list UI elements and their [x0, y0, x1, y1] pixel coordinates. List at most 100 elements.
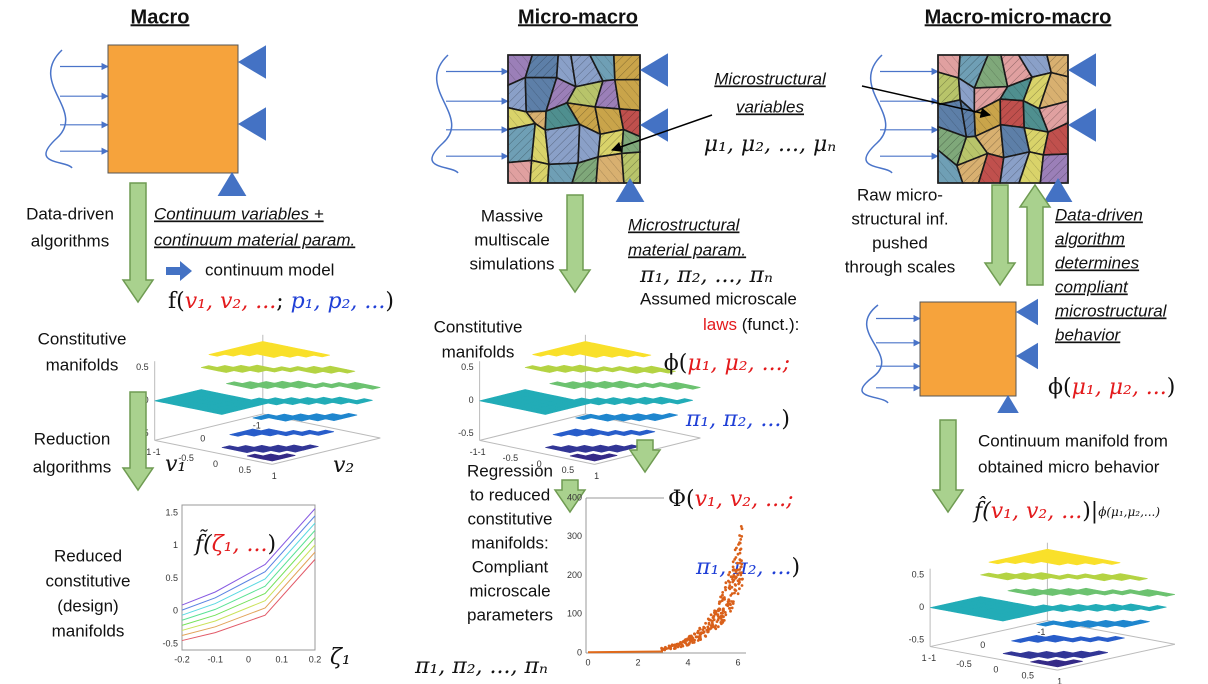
tick-label: -0.5 — [458, 428, 474, 438]
formula-part: μ₁, μ₂, ... — [1072, 375, 1167, 400]
label-line: obtained micro behavior — [978, 457, 1160, 476]
surface-patch — [629, 384, 645, 389]
support-triangle — [1068, 108, 1096, 142]
surface-patch — [1062, 623, 1081, 629]
scatter-dot — [722, 619, 726, 622]
formula-part: Φ( — [668, 487, 695, 512]
curve — [181, 559, 316, 642]
formula: π₁, π₂, ...) — [685, 407, 790, 432]
surface-patch — [635, 353, 652, 358]
scatter-dot — [732, 573, 736, 577]
surface-patch — [572, 368, 589, 373]
surface-patch — [1080, 623, 1099, 628]
column-title: Macro-micro-macro — [925, 6, 1112, 28]
surface-patch — [325, 416, 342, 422]
formula: ϕ(μ₁, μ₂, ...; — [664, 351, 790, 376]
surface-patch — [613, 384, 630, 389]
tick-label: 6 — [735, 657, 740, 667]
surface-patch — [1130, 576, 1148, 581]
formula-part: p₁, p₂, ... — [291, 289, 386, 314]
label-line: manifolds — [52, 621, 125, 640]
surface-patch — [587, 353, 604, 358]
surface-patch — [316, 400, 333, 405]
label-line: structural inf. — [851, 209, 948, 228]
scatter-dot — [727, 573, 730, 577]
surface-patch — [1085, 560, 1103, 566]
tick-label: 1 — [1057, 677, 1062, 684]
scatter-dot — [738, 558, 742, 562]
surface-patch — [537, 410, 553, 415]
tick-label: -0.5 — [178, 453, 194, 463]
tick-label: -1 — [928, 653, 936, 663]
grain-hatch — [612, 54, 641, 81]
surface-patch — [233, 368, 251, 373]
scatter-dot — [738, 551, 742, 555]
surface-patch — [1088, 607, 1106, 612]
axis-line — [479, 439, 595, 465]
surface-patch — [1139, 592, 1158, 597]
scatter-dot — [696, 631, 699, 635]
surface-patch — [604, 368, 621, 373]
axis-line — [930, 646, 1058, 671]
surface-patch — [1097, 623, 1116, 628]
scatter-dot — [733, 591, 736, 595]
scatter-dot — [707, 621, 711, 625]
surface-patch — [1112, 576, 1131, 581]
surface-patch — [310, 431, 327, 436]
surface-patch — [338, 369, 356, 374]
scatter-dot — [717, 602, 721, 605]
macro-body — [919, 301, 1017, 397]
formula: ϕ(μ₁, μ₂, ...) — [1048, 375, 1175, 400]
grain-hatch — [597, 128, 625, 158]
axis-line — [1057, 643, 1176, 671]
scatter-dot — [716, 613, 720, 616]
surface-patch — [998, 576, 1017, 581]
label-line: through scales — [845, 257, 956, 276]
axis-line — [272, 437, 381, 465]
formula-part: ) — [385, 289, 394, 314]
surface-patch — [622, 400, 639, 405]
support-triangle — [1043, 178, 1073, 202]
surface-patch — [1073, 654, 1092, 659]
surface-patch — [993, 617, 1012, 622]
tick-label: 2 — [635, 657, 640, 667]
scatter-dot — [739, 565, 743, 569]
surface-patch — [1028, 638, 1047, 643]
axis-line — [154, 439, 273, 465]
label-line: microstructural — [1055, 301, 1168, 320]
surface-patch — [270, 448, 288, 453]
support-triangle — [1016, 298, 1038, 326]
scatter-dot — [724, 581, 728, 585]
label-line: Reduction — [34, 429, 111, 448]
scatter-dot — [728, 584, 732, 587]
scatter-dot — [731, 577, 734, 581]
scatter-dot — [694, 635, 698, 639]
load-curve — [431, 54, 459, 174]
process-arrow — [983, 184, 1017, 287]
surface-patch — [581, 384, 598, 389]
label-line: to reduced — [470, 485, 550, 504]
surface-patch — [600, 431, 617, 437]
scatter-dot — [731, 568, 735, 572]
surface-patch — [261, 432, 278, 437]
scatter-dot — [740, 577, 744, 581]
plot-frame — [181, 504, 316, 651]
scatter-dot — [736, 592, 740, 596]
tick-label: 0 — [577, 647, 582, 657]
load-curve — [865, 54, 893, 174]
label-line: manifolds — [442, 342, 515, 361]
formula-part: v₁, v₂, ... — [185, 289, 276, 314]
support-triangle — [640, 108, 668, 142]
scatter-dot — [697, 637, 701, 641]
tick-label: 0 — [993, 665, 998, 675]
formula-part: ; — [276, 289, 290, 314]
grain-hatch — [544, 123, 581, 166]
grain-hatch — [1039, 153, 1069, 184]
scatter-dot — [717, 609, 720, 613]
scatter-dot — [703, 634, 707, 638]
scatter-dot — [721, 608, 725, 612]
tick-label: 0 — [585, 657, 590, 667]
label-line: Constitutive — [38, 329, 127, 348]
